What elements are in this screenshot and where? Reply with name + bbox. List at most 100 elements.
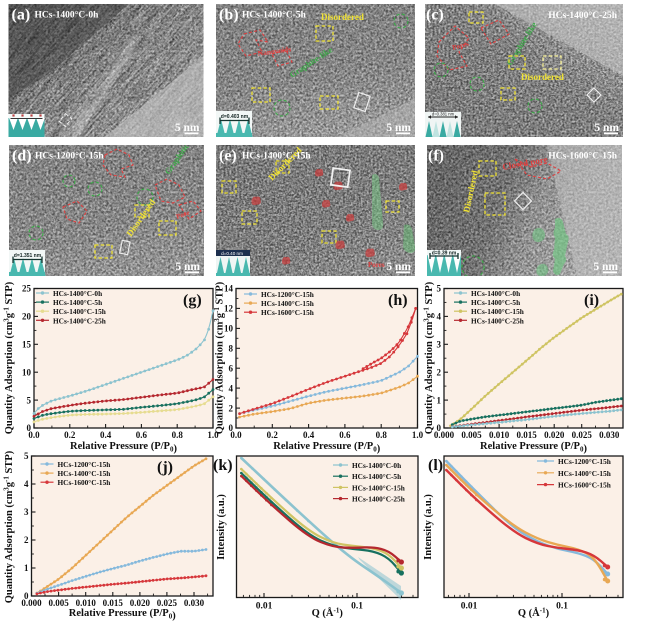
svg-text:Quantity Adsorption (cm3g-1 ST: Quantity Adsorption (cm3g-1 STP) (3, 281, 16, 434)
svg-text:Intensity (a.u.): Intensity (a.u.) (423, 494, 434, 560)
svg-text:HCs-1400°C-25h: HCs-1400°C-25h (352, 495, 405, 504)
svg-text:HCs-1600°C-15h: HCs-1600°C-15h (58, 478, 111, 487)
svg-text:HCs-1400°C-25h: HCs-1400°C-25h (53, 316, 106, 325)
svg-text:0.020: 0.020 (544, 430, 565, 440)
svg-text:(d): (d) (12, 148, 32, 165)
svg-text:HCs-1400°C-15h: HCs-1400°C-15h (53, 307, 106, 316)
svg-text:(g): (g) (183, 292, 202, 309)
svg-text:0.4: 0.4 (303, 430, 315, 440)
svg-text:0.025: 0.025 (572, 430, 593, 440)
svg-text:5 nm: 5 nm (175, 122, 200, 134)
svg-text:HCs-1600°C-15h: HCs-1600°C-15h (558, 481, 611, 490)
svg-text:0.005: 0.005 (48, 598, 69, 608)
svg-text:0.1: 0.1 (556, 602, 568, 612)
svg-text:0.6: 0.6 (136, 430, 148, 440)
svg-text:(l): (l) (428, 457, 443, 474)
svg-text:4: 4 (229, 383, 234, 393)
svg-text:HCs-1400°C-15h: HCs-1400°C-15h (58, 469, 111, 478)
svg-text:(f): (f) (428, 148, 444, 165)
svg-text:(b): (b) (219, 7, 239, 24)
svg-text:1: 1 (437, 395, 442, 405)
svg-text:0: 0 (229, 423, 234, 433)
svg-text:0.0: 0.0 (230, 430, 242, 440)
svg-text:Q (Å-1): Q (Å-1) (312, 607, 344, 620)
svg-text:HCs-1400°C-0h: HCs-1400°C-0h (35, 10, 100, 21)
svg-text:Relative Pressure (P/P0): Relative Pressure (P/P0) (70, 441, 177, 455)
svg-text:5: 5 (27, 395, 32, 405)
svg-text:0.010: 0.010 (489, 430, 510, 440)
svg-text:25: 25 (22, 284, 32, 294)
svg-text:HCs-1400°C-5h: HCs-1400°C-5h (471, 298, 520, 307)
svg-text:0.8: 0.8 (376, 430, 388, 440)
svg-text:5: 5 (24, 451, 29, 461)
svg-text:HCs-1400°C-0h: HCs-1400°C-0h (471, 289, 520, 298)
svg-text:(i): (i) (584, 292, 599, 309)
svg-text:d=0.381 nm: d=0.381 nm (432, 112, 455, 117)
svg-text:Pores: Pores (368, 261, 385, 269)
svg-text:1.0: 1.0 (207, 430, 219, 440)
svg-text:0.030: 0.030 (599, 430, 620, 440)
svg-text:HCs-1200°C-15h: HCs-1200°C-15h (58, 460, 111, 469)
svg-text:15: 15 (22, 340, 32, 350)
svg-text:0.030: 0.030 (184, 598, 205, 608)
svg-text:HCs-1200°C-15h: HCs-1200°C-15h (35, 151, 104, 162)
svg-text:6: 6 (229, 363, 234, 373)
svg-text:0.020: 0.020 (130, 598, 151, 608)
svg-text:(a): (a) (12, 7, 31, 24)
svg-text:0.005: 0.005 (461, 430, 482, 440)
svg-text:5 nm: 5 nm (386, 122, 411, 134)
svg-text:0.000: 0.000 (21, 598, 42, 608)
svg-text:0.010: 0.010 (76, 598, 97, 608)
svg-text:1: 1 (24, 563, 29, 573)
svg-text:3: 3 (24, 507, 29, 517)
svg-text:Quantity Adsorption (cm3g-1 ST: Quantity Adsorption (cm3g-1 STP) (3, 450, 16, 603)
svg-text:d=0.39 nm: d=0.39 nm (432, 251, 457, 257)
svg-text:10: 10 (22, 367, 32, 377)
svg-text:HCs-1400°C-15h: HCs-1400°C-15h (558, 469, 611, 478)
svg-text:0: 0 (24, 591, 29, 601)
svg-text:(e): (e) (219, 148, 237, 165)
svg-text:HCs-1400°C-5h: HCs-1400°C-5h (352, 472, 401, 481)
svg-text:0.01: 0.01 (461, 602, 478, 612)
svg-text:0.4: 0.4 (100, 430, 112, 440)
svg-text:12: 12 (224, 304, 234, 314)
svg-text:HCs-1600°C-15h: HCs-1600°C-15h (261, 308, 314, 317)
svg-text:0.015: 0.015 (516, 430, 537, 440)
svg-text:HCs-1400°C-15h: HCs-1400°C-15h (261, 299, 314, 308)
svg-text:0.2: 0.2 (64, 430, 76, 440)
svg-text:HCs-1200°C-15h: HCs-1200°C-15h (558, 457, 611, 466)
svg-text:0.025: 0.025 (157, 598, 178, 608)
svg-text:0.0: 0.0 (28, 430, 40, 440)
svg-text:14: 14 (224, 284, 234, 294)
svg-text:Quantity Adsorption (cm3g-1 ST: Quantity Adsorption (cm3g-1 STP) (423, 281, 436, 434)
svg-text:d=0.403 nm: d=0.403 nm (221, 114, 249, 120)
svg-text:0.8: 0.8 (172, 430, 184, 440)
svg-text:1.0: 1.0 (412, 430, 424, 440)
svg-text:5 nm: 5 nm (594, 122, 619, 134)
svg-text:(h): (h) (388, 292, 408, 309)
svg-text:0: 0 (27, 423, 32, 433)
svg-text:2: 2 (229, 403, 234, 413)
svg-text:3: 3 (437, 340, 442, 350)
svg-text:Disordered: Disordered (521, 72, 564, 82)
svg-text:0.1: 0.1 (351, 602, 363, 612)
svg-text:HCs-1400°C-15h: HCs-1400°C-15h (471, 307, 524, 316)
svg-text:20: 20 (22, 312, 32, 322)
svg-text:(j): (j) (157, 459, 173, 476)
svg-text:8: 8 (229, 344, 234, 354)
svg-text:HCs-1400°C-25h: HCs-1400°C-25h (548, 10, 617, 21)
svg-text:HCs-1600°C-15h: HCs-1600°C-15h (548, 151, 617, 162)
svg-text:HCs-1200°C-15h: HCs-1200°C-15h (261, 290, 314, 299)
svg-text:0.2: 0.2 (267, 430, 279, 440)
svg-text:5 nm: 5 nm (175, 261, 200, 273)
svg-text:HCs-1400°C-15h: HCs-1400°C-15h (352, 483, 405, 492)
svg-text:2: 2 (437, 367, 442, 377)
svg-text:0.6: 0.6 (339, 430, 351, 440)
svg-text:Disordered: Disordered (321, 12, 364, 22)
svg-text:d=0.40 nm: d=0.40 nm (221, 251, 243, 256)
svg-text:10: 10 (224, 324, 234, 334)
svg-text:Relative Pressure (P/P0): Relative Pressure (P/P0) (480, 441, 587, 455)
svg-text:(c): (c) (426, 7, 444, 24)
svg-text:0.000: 0.000 (434, 430, 455, 440)
svg-text:Q (Å-1): Q (Å-1) (518, 607, 550, 620)
